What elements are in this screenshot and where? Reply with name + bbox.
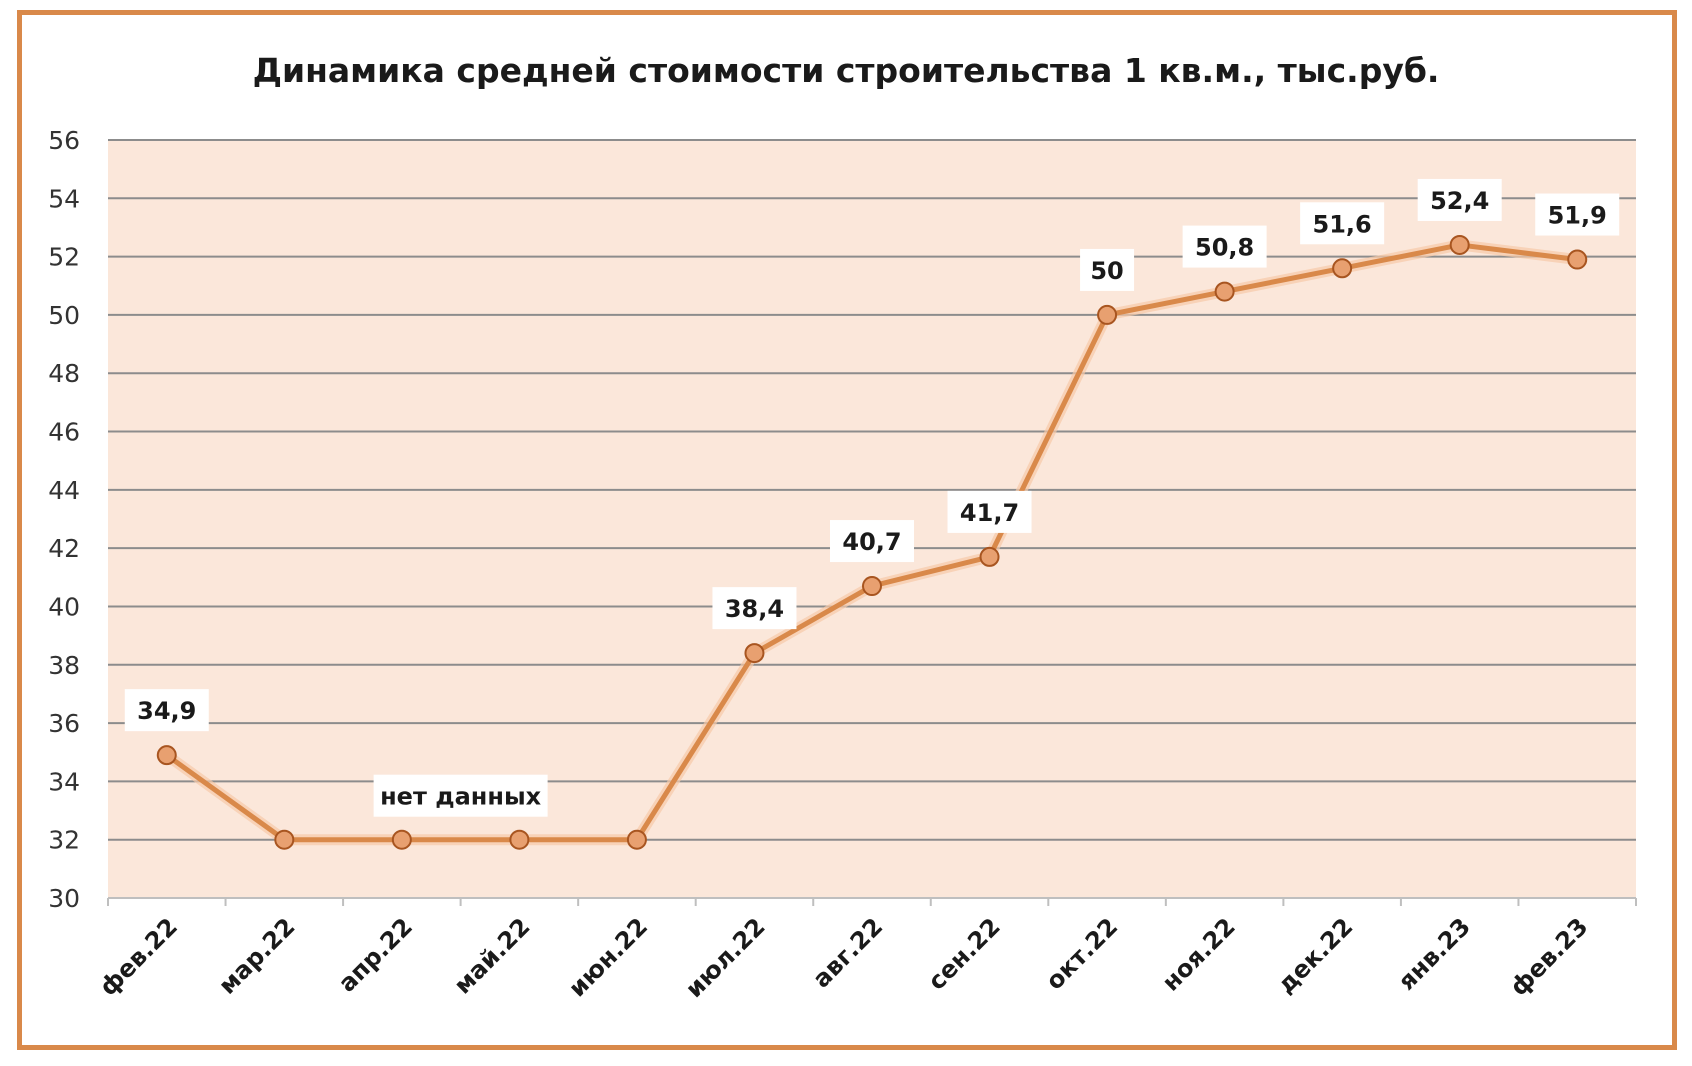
y-tick-label: 34 — [48, 767, 80, 796]
x-tick-label: июн.22 — [563, 912, 653, 1002]
x-tick-label: окт.22 — [1040, 912, 1123, 995]
data-label: 40,7 — [842, 528, 901, 556]
x-tick-label: ноя.22 — [1157, 912, 1241, 996]
data-point-marker — [156, 745, 177, 766]
data-label-box — [1182, 225, 1267, 268]
data-label-box — [712, 587, 797, 630]
x-tick-label: фев.23 — [1505, 912, 1594, 1001]
data-label: 52,4 — [1430, 187, 1489, 215]
data-point-marker — [1097, 304, 1118, 325]
x-tick-label: апр.22 — [333, 912, 418, 997]
data-label: 50,8 — [1195, 234, 1254, 262]
plot-area-background — [108, 140, 1636, 898]
data-label: 50 — [1090, 257, 1123, 285]
data-label-box — [124, 689, 209, 732]
y-tick-label: 44 — [48, 476, 80, 505]
x-tick-label: авг.22 — [807, 912, 888, 993]
y-tick-label: 46 — [48, 418, 80, 447]
x-tick-label: дек.22 — [1272, 912, 1359, 999]
data-label: 51,9 — [1548, 202, 1607, 230]
data-point-marker — [1449, 234, 1470, 255]
data-label-box — [1300, 202, 1385, 245]
data-label-box — [830, 520, 914, 563]
data-point-marker — [509, 829, 530, 850]
data-point-marker — [1214, 281, 1235, 302]
data-point-marker — [626, 829, 647, 850]
y-axis: 30 32 34 36 38 40 42 44 46 48 50 52 54 56 — [48, 126, 80, 913]
y-tick-label: 42 — [48, 534, 80, 563]
data-label-box — [947, 490, 1032, 533]
y-tick-label: 54 — [48, 184, 80, 213]
data-point-marker — [862, 576, 882, 597]
data-label-box — [1080, 248, 1135, 291]
y-tick-label: 50 — [48, 301, 80, 330]
data-label-box — [1417, 178, 1502, 221]
y-tick-label: 32 — [48, 826, 80, 855]
data-label: 34,9 — [137, 697, 196, 725]
y-tick-label: 38 — [48, 651, 80, 680]
data-point-marker — [979, 546, 1000, 567]
data-label: 51,6 — [1313, 210, 1372, 238]
data-labels: 34,9 38,4 40,7 41,7 50 50,8 51,6 52,4 51,9 нет да… — [124, 178, 1620, 817]
x-tick-label: мар.22 — [213, 912, 300, 999]
x-tick-label: янв.23 — [1393, 912, 1476, 995]
data-point-marker — [1332, 258, 1353, 279]
data-point-marker — [391, 829, 412, 850]
data-label: 38,4 — [725, 595, 784, 623]
data-label: 41,7 — [960, 499, 1019, 527]
x-axis: фев.22 мар.22 апр.22 май.22 июн.22 июл.22 авг.… — [94, 897, 1637, 1003]
data-point-marker — [274, 829, 295, 850]
data-label-box — [1535, 193, 1620, 236]
y-tick-label: 56 — [48, 126, 80, 155]
no-data-annotation: нет данных — [380, 783, 542, 811]
y-tick-label: 48 — [48, 359, 80, 388]
no-data-annotation-box — [373, 774, 548, 817]
y-tick-label: 30 — [48, 884, 80, 913]
x-tick-label: июл.22 — [680, 912, 771, 1003]
y-tick-label: 52 — [48, 243, 80, 272]
y-tick-label: 40 — [48, 592, 80, 621]
y-tick-label: 36 — [48, 709, 80, 738]
data-point-marker — [744, 643, 765, 664]
x-tick-label: фев.22 — [94, 912, 183, 1001]
series-line-group — [156, 234, 1588, 850]
x-tick-label: сен.22 — [923, 912, 1006, 995]
data-point-marker — [1567, 249, 1588, 270]
chart-title: Динамика средней стоимости строительства… — [253, 51, 1440, 90]
x-tick-label: май.22 — [449, 912, 536, 999]
